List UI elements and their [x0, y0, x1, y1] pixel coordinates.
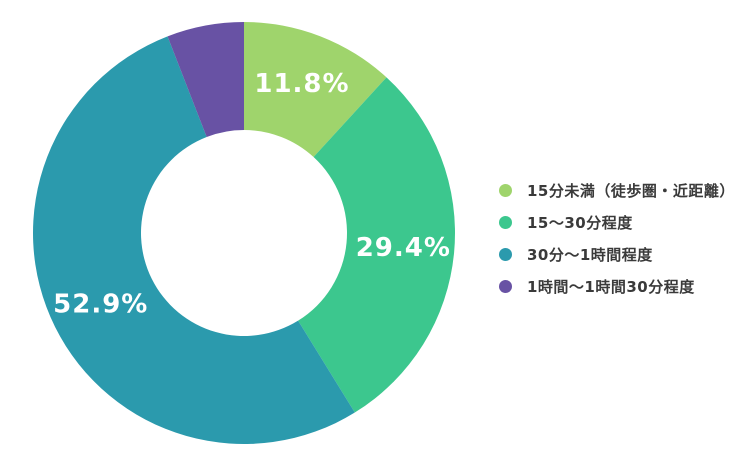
legend-item: 1時間～1時間30分程度 — [499, 270, 735, 302]
legend: 15分未満（徒歩圏・近距離） 15～30分程度 30分～1時間程度 1時間～1時間30… — [499, 174, 735, 302]
legend-item: 30分～1時間程度 — [499, 238, 735, 270]
slice-percentage-label: 11.8% — [254, 69, 349, 99]
legend-label: 30分～1時間程度 — [527, 245, 653, 264]
slice-percentage-label: 52.9% — [53, 289, 148, 319]
slice-percentage-label: 29.4% — [356, 233, 451, 263]
legend-label: 15分未満（徒歩圏・近距離） — [527, 181, 735, 200]
legend-item: 15～30分程度 — [499, 206, 735, 238]
donut-slice — [33, 36, 355, 444]
donut-slice — [244, 22, 387, 158]
legend-label: 15～30分程度 — [527, 213, 633, 232]
legend-color-dot — [499, 247, 512, 261]
legend-color-dot — [499, 183, 512, 197]
legend-color-dot — [499, 279, 512, 293]
legend-label: 1時間～1時間30分程度 — [527, 277, 695, 296]
legend-item: 15分未満（徒歩圏・近距離） — [499, 174, 735, 206]
donut-slice — [298, 77, 456, 413]
donut-slice — [167, 22, 244, 137]
legend-color-dot — [499, 215, 512, 229]
